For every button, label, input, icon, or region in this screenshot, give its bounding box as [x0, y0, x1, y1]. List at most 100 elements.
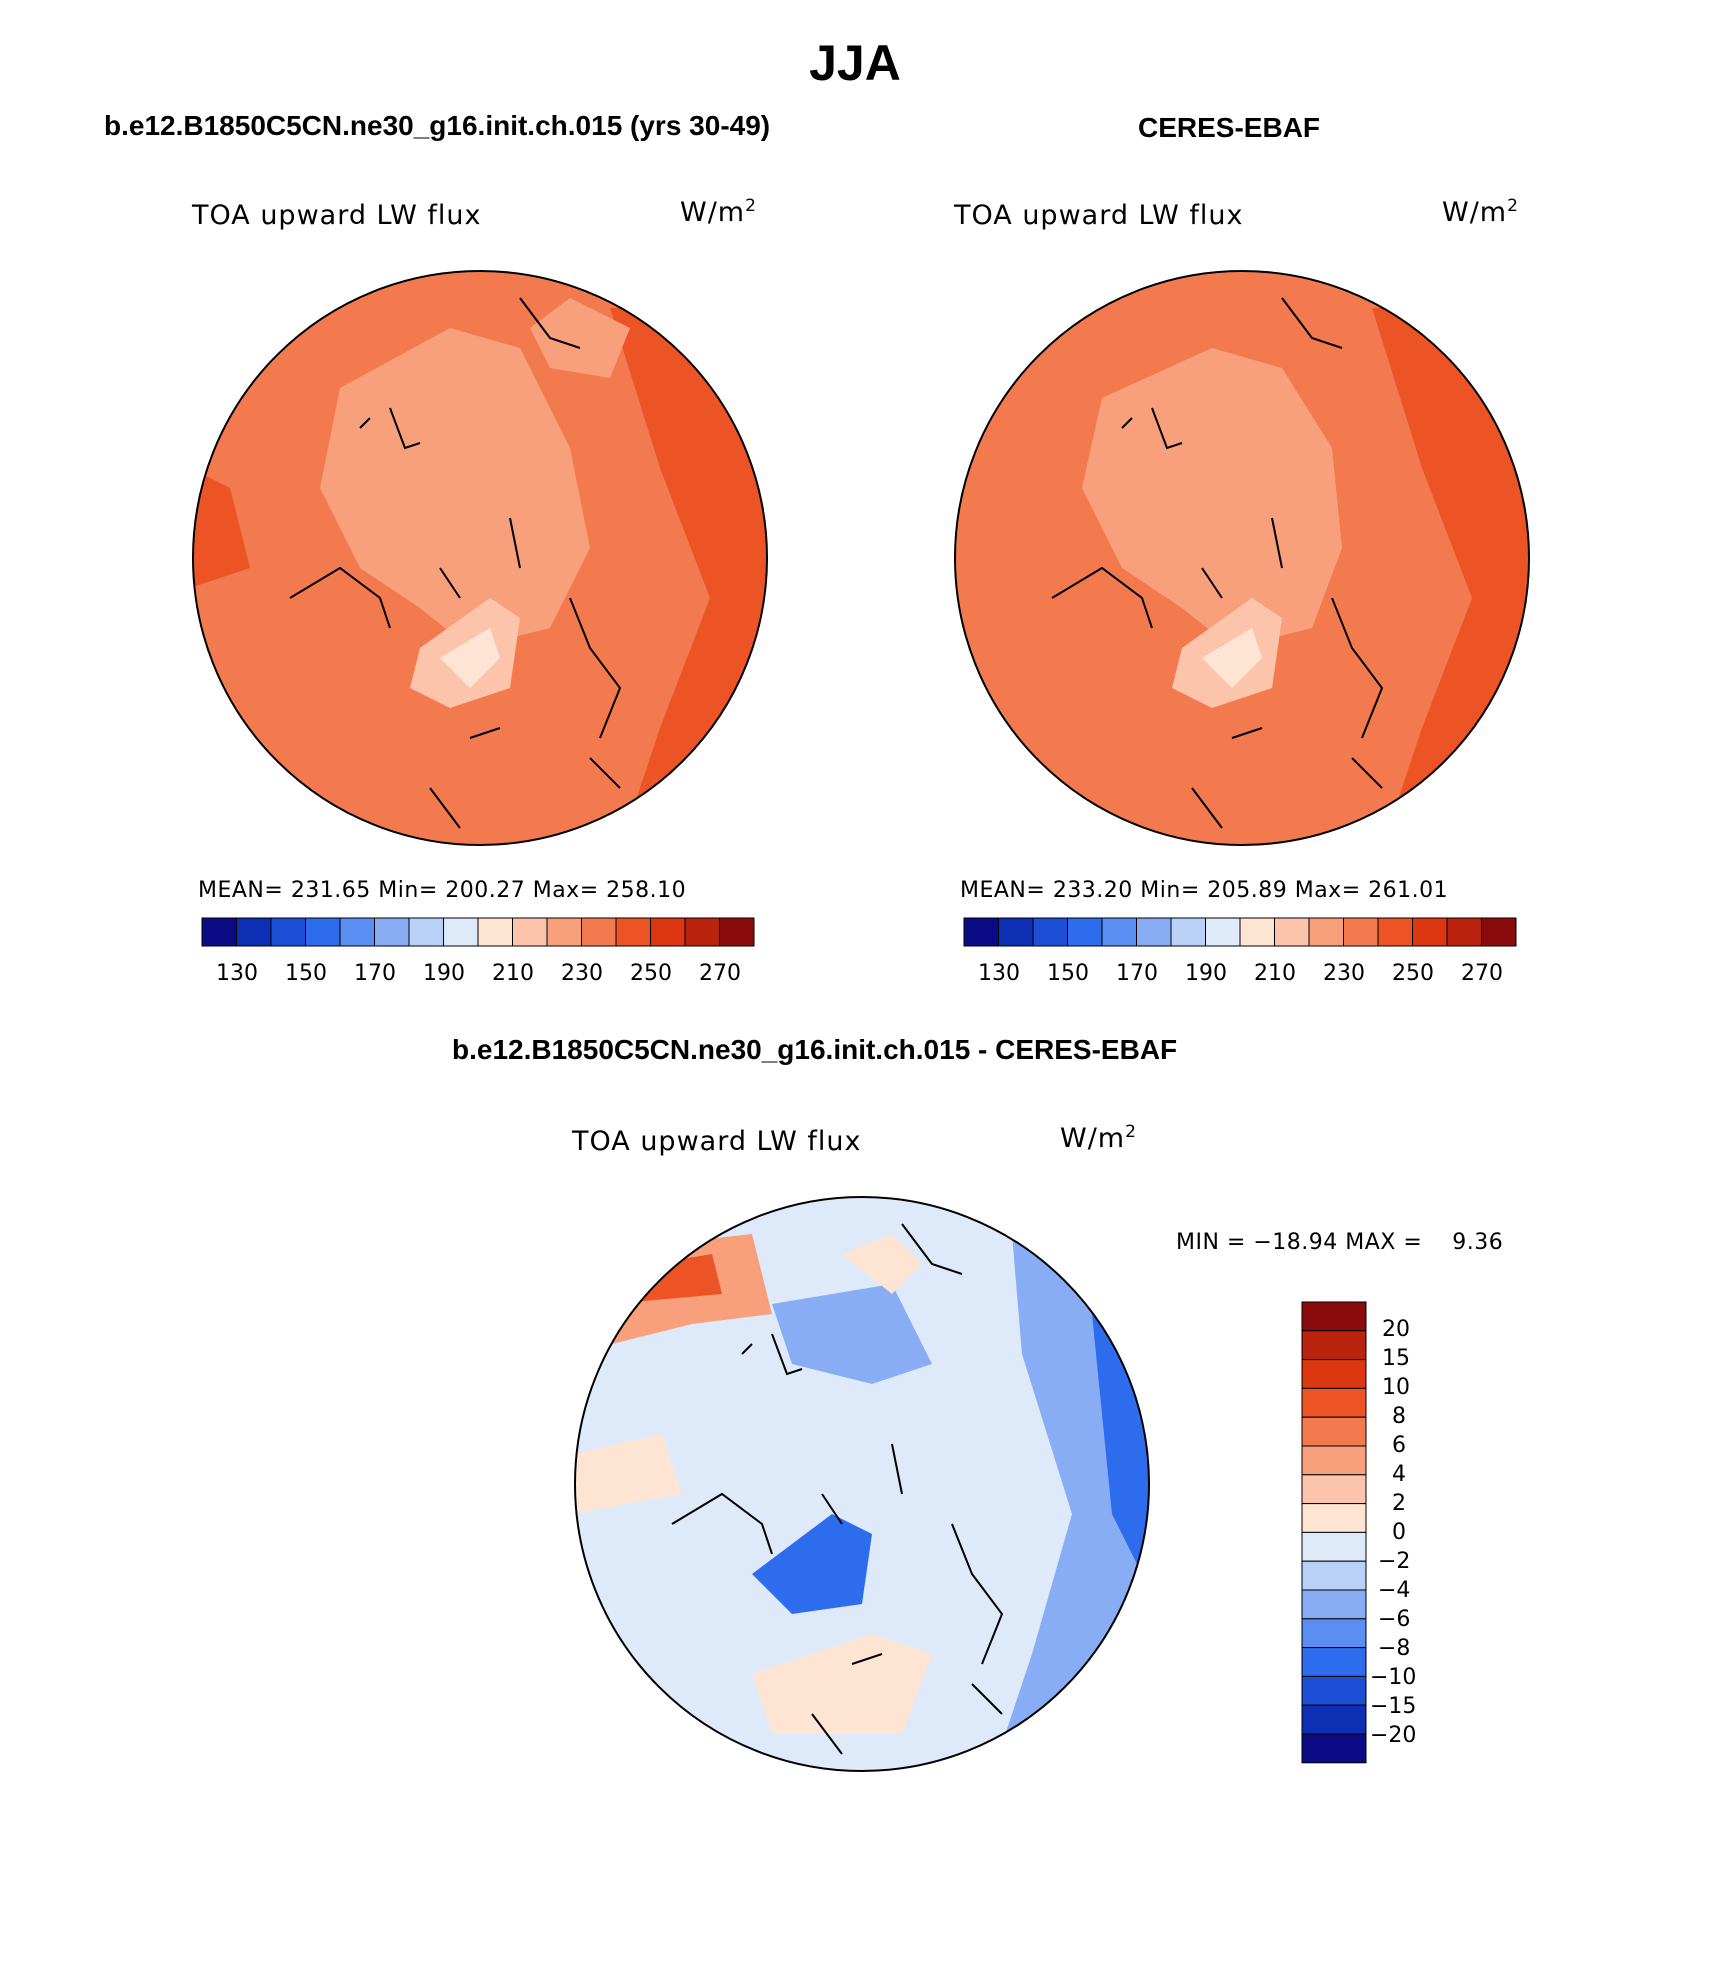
model-colorbar-box: [408, 917, 444, 947]
diff-colorbar-box: [1301, 1618, 1367, 1649]
diff-colorbar-box: [1301, 1330, 1367, 1361]
diff-colorbar-label: 8: [1392, 1404, 1406, 1429]
model-map-siberia-region: [530, 298, 630, 378]
diff-colorbar-box: [1301, 1704, 1367, 1735]
diff-colorbar-box: [1301, 1416, 1367, 1447]
obs-colorbar-tick: 230: [1323, 961, 1365, 986]
diff-map-warm-north: [842, 1234, 922, 1294]
obs-colorbar-box: [1067, 917, 1103, 947]
model-colorbar-tick: 230: [561, 961, 603, 986]
diff-colorbar-box: [1301, 1647, 1367, 1677]
diff-colorbar-box: [1301, 1503, 1367, 1533]
obs-map: [954, 270, 1530, 846]
obs-colorbar-tick: 270: [1461, 961, 1503, 986]
model-map-coastlines: [289, 287, 661, 829]
model-colorbar-box: [443, 917, 479, 947]
diff-colorbar-label: −4: [1378, 1578, 1410, 1603]
diff-map-coastlines: [671, 1213, 1043, 1755]
diff-colorbar-boxes: [1301, 1301, 1367, 1764]
obs-colorbar-tick: 210: [1254, 961, 1296, 986]
model-colorbar-box: [581, 917, 617, 947]
obs-panel-title: CERES-EBAF: [1138, 112, 1321, 143]
obs-variable-label: TOA upward LW flux: [954, 200, 1244, 231]
obs-colorbar-box: [1101, 917, 1137, 947]
model-colorbar-tick: 150: [285, 961, 327, 986]
model-map-greenland-core: [440, 628, 500, 688]
model-colorbar-tick: 250: [630, 961, 672, 986]
obs-map-arctic-region: [1082, 348, 1342, 648]
model-colorbar-box: [684, 917, 720, 947]
obs-colorbar-box: [1446, 917, 1482, 947]
model-colorbar-box: [270, 917, 306, 947]
obs-units-label: W/m2: [1442, 196, 1519, 228]
obs-stats: MEAN= 233.20 Min= 205.89 Max= 261.01: [960, 878, 1449, 903]
diff-map: [574, 1196, 1150, 1772]
diff-colorbar-label: 4: [1392, 1462, 1406, 1487]
diff-colorbar-box: [1301, 1474, 1367, 1505]
obs-colorbar-boxes: [963, 917, 1517, 947]
diff-colorbar-box: [1301, 1387, 1367, 1418]
model-colorbar-box: [201, 917, 237, 947]
obs-colorbar-box: [1481, 917, 1517, 947]
obs-colorbar-box: [1239, 917, 1275, 947]
diff-units-label: W/m2: [1060, 1122, 1137, 1154]
model-colorbar-box: [546, 917, 582, 947]
diff-colorbar-box: [1301, 1589, 1367, 1620]
obs-colorbar-box: [1205, 917, 1241, 947]
model-panel-title: b.e12.B1850C5CN.ne30_g16.init.ch.015 (yr…: [104, 110, 771, 141]
diff-colorbar: 20 15 10 8 6 4 2 0 −2 −4 −6 −8 −10 −15 −…: [1301, 1301, 1416, 1764]
diff-map-cool-arctic: [772, 1284, 932, 1384]
obs-colorbar-box: [1032, 917, 1068, 947]
model-map-arctic-region: [320, 328, 590, 648]
model-colorbar: 130 150 170 190 210 230 250 270: [201, 917, 755, 986]
model-colorbar-box: [477, 917, 513, 947]
diff-colorbar-label: 0: [1392, 1520, 1406, 1545]
model-colorbar-box: [305, 917, 341, 947]
model-colorbar-box: [339, 917, 375, 947]
model-colorbar-tick: 170: [354, 961, 396, 986]
diff-colorbar-label: −15: [1370, 1694, 1416, 1719]
obs-colorbar-tick: 170: [1116, 961, 1158, 986]
diff-colorbar-label: 6: [1392, 1433, 1406, 1458]
diff-colorbar-label: −8: [1378, 1636, 1410, 1661]
diff-colorbar-label: 15: [1382, 1346, 1410, 1371]
diff-colorbar-label: 2: [1392, 1491, 1406, 1516]
diff-variable-label: TOA upward LW flux: [572, 1126, 862, 1157]
model-colorbar-box: [650, 917, 686, 947]
diff-map-greenland-cold: [752, 1514, 872, 1614]
obs-colorbar-box: [1412, 917, 1448, 947]
diff-colorbar-box: [1301, 1301, 1367, 1332]
obs-colorbar-box: [1274, 917, 1310, 947]
obs-colorbar-box: [1308, 917, 1344, 947]
diff-colorbar-box: [1301, 1560, 1367, 1591]
diff-panel-title: b.e12.B1850C5CN.ne30_g16.init.ch.015 - C…: [452, 1034, 1178, 1065]
diff-map-outline: [574, 1196, 1150, 1772]
obs-colorbar-box: [1343, 917, 1379, 947]
diff-colorbar-box: [1301, 1359, 1367, 1389]
model-colorbar-boxes: [201, 917, 755, 947]
obs-colorbar-tick: 250: [1392, 961, 1434, 986]
diff-map-warm-west: [575, 1434, 682, 1514]
obs-colorbar-tick: 150: [1047, 961, 1089, 986]
obs-map-outline: [954, 270, 1530, 846]
diff-colorbar-box: [1301, 1675, 1367, 1706]
model-map-warm-west: [193, 468, 250, 588]
model-colorbar-ticks: 130 150 170 190 210 230 250 270: [216, 961, 741, 986]
model-colorbar-tick: 270: [699, 961, 741, 986]
obs-colorbar-box: [1170, 917, 1206, 947]
diff-colorbar-box: [1301, 1531, 1367, 1562]
diff-colorbar-box: [1301, 1445, 1367, 1476]
diff-colorbar-label: −20: [1370, 1723, 1416, 1748]
obs-colorbar-box: [1136, 917, 1172, 947]
obs-colorbar-tick: 130: [978, 961, 1020, 986]
model-colorbar-tick: 210: [492, 961, 534, 986]
diff-map-warm-south: [752, 1634, 932, 1734]
model-colorbar-box: [512, 917, 548, 947]
model-colorbar-box: [719, 917, 755, 947]
diff-colorbar-label: −2: [1378, 1549, 1410, 1574]
model-colorbar-tick: 130: [216, 961, 258, 986]
diff-colorbar-label: −6: [1378, 1607, 1410, 1632]
obs-map-greenland-core: [1202, 628, 1262, 688]
model-colorbar-box: [236, 917, 272, 947]
diff-stats: MIN = −18.94 MAX = 9.36: [1176, 1230, 1504, 1255]
